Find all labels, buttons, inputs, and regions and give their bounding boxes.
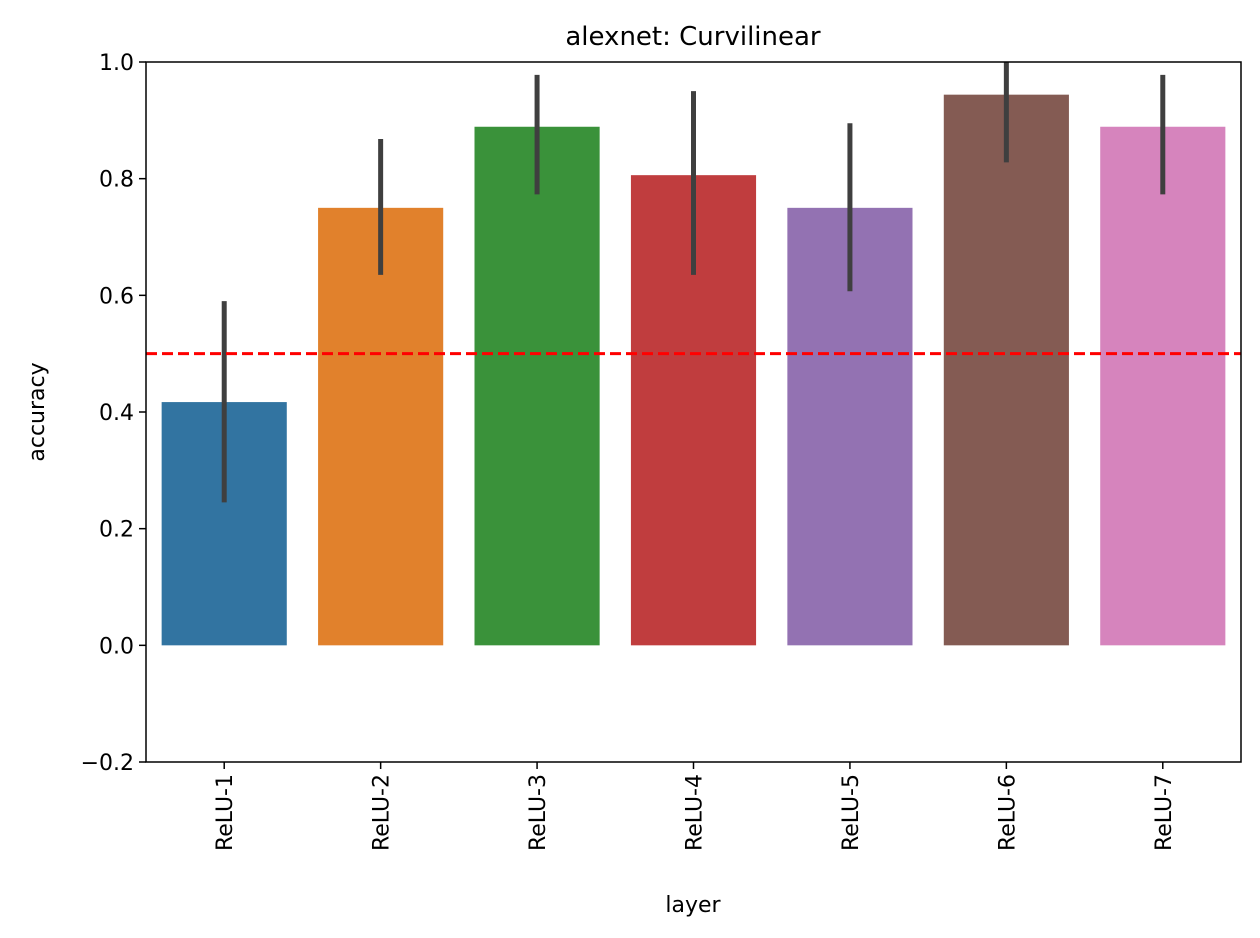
y-tick-label: −0.2 bbox=[81, 751, 134, 776]
y-tick-label: 0.2 bbox=[99, 518, 134, 543]
y-tick-label: 0.8 bbox=[99, 168, 134, 193]
y-tick-label: 0.0 bbox=[99, 634, 134, 659]
x-tick-label: ReLU-3 bbox=[526, 774, 551, 851]
y-tick-label: 0.4 bbox=[99, 401, 134, 426]
x-tick-label: ReLU-7 bbox=[1152, 774, 1177, 851]
bar-relu-7 bbox=[1100, 126, 1226, 646]
y-tick-label: 1.0 bbox=[99, 51, 134, 76]
x-axis-label: layer bbox=[665, 893, 721, 918]
x-tick-label: ReLU-2 bbox=[370, 774, 395, 851]
chart-title: alexnet: Curvilinear bbox=[565, 22, 821, 52]
bar-relu-2 bbox=[318, 207, 444, 646]
y-tick-label: 0.6 bbox=[99, 284, 134, 309]
x-tick-label: ReLU-5 bbox=[839, 774, 864, 851]
x-tick-label: ReLU-4 bbox=[683, 774, 708, 851]
bar-relu-6 bbox=[943, 94, 1069, 646]
plot-area: −0.2 0.0 0.2 0.4 0.6 0.8 1.0 ReLU-1 ReLU-2 ReLU-3… bbox=[81, 51, 1242, 851]
x-tick-label: ReLU-1 bbox=[213, 774, 238, 851]
x-tick-label: ReLU-6 bbox=[995, 774, 1020, 851]
y-axis-label: accuracy bbox=[25, 362, 50, 461]
bar-relu-3 bbox=[474, 126, 600, 646]
